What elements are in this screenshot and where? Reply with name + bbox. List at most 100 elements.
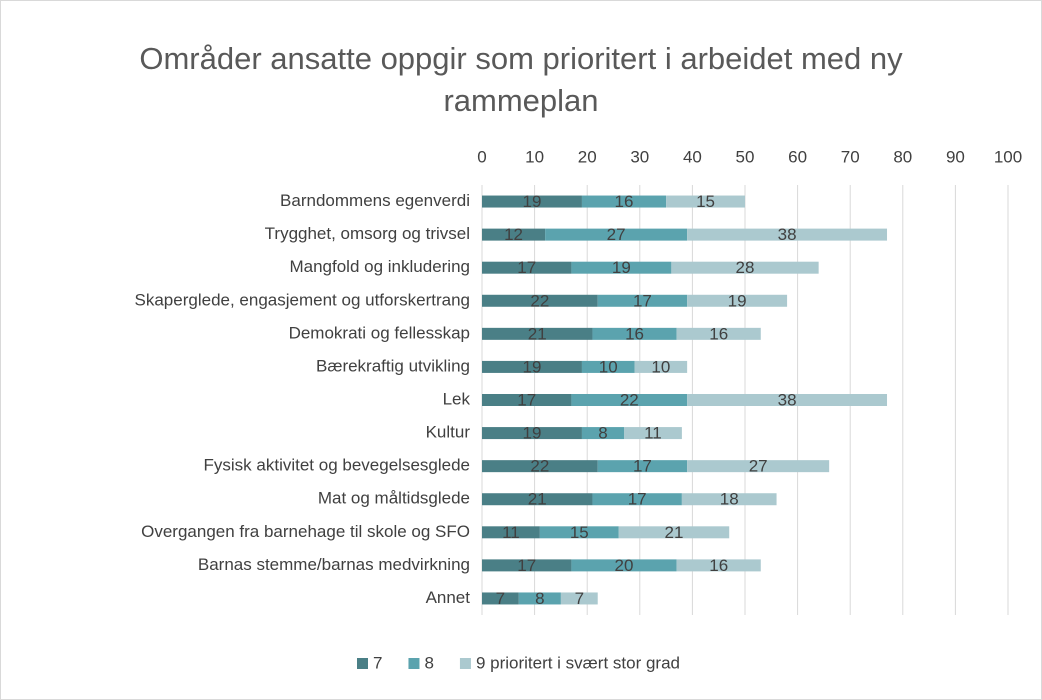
bar-segment xyxy=(482,360,582,373)
y-tick-label: Skaperglede, engasjement og utforskertra… xyxy=(135,290,470,309)
x-tick-label: 80 xyxy=(893,147,912,166)
y-tick-label: Lek xyxy=(443,389,471,408)
data-label: 27 xyxy=(607,225,626,244)
x-tick-label: 40 xyxy=(683,147,702,166)
data-label: 16 xyxy=(709,324,728,343)
bar-segment xyxy=(581,360,635,373)
legend-swatch xyxy=(357,658,368,669)
bar-segment xyxy=(482,493,593,506)
data-label: 28 xyxy=(736,258,755,277)
y-tick-label: Fysisk aktivitet og bevegelsesglede xyxy=(204,456,470,475)
data-label: 27 xyxy=(749,457,768,476)
bar-segment xyxy=(518,592,561,605)
bar-segment xyxy=(539,526,619,539)
bar-segment xyxy=(676,559,761,572)
data-label: 20 xyxy=(615,556,634,575)
x-tick-label: 20 xyxy=(578,147,597,166)
bar-segment xyxy=(482,394,572,406)
x-tick-label: 0 xyxy=(477,147,486,166)
bar-segment xyxy=(482,559,572,572)
y-tick-label: Mangfold og inkludering xyxy=(289,257,470,276)
bar-segment xyxy=(618,526,730,539)
bar-segment xyxy=(671,261,819,274)
bar-segment xyxy=(482,427,582,440)
bar-segment xyxy=(482,294,598,307)
bar-segment xyxy=(581,427,625,440)
bar-segment xyxy=(687,460,830,473)
data-label: 17 xyxy=(628,490,647,509)
data-label: 19 xyxy=(728,291,747,310)
bar-segment xyxy=(592,493,682,506)
x-tick-label: 70 xyxy=(841,147,860,166)
data-label: 15 xyxy=(696,192,715,211)
data-label: 17 xyxy=(517,556,536,575)
data-label: 19 xyxy=(523,192,542,211)
y-tick-label: Barndommens egenverdi xyxy=(280,191,470,210)
bar-segment xyxy=(687,294,788,307)
data-label: 22 xyxy=(620,390,639,409)
x-tick-label: 50 xyxy=(736,147,755,166)
bar-segment xyxy=(592,327,677,340)
bar-segment xyxy=(571,394,688,406)
x-tick-label: 90 xyxy=(946,147,965,166)
data-label: 19 xyxy=(523,357,542,376)
data-label: 8 xyxy=(598,424,607,443)
data-label: 16 xyxy=(709,556,728,575)
bar-segment xyxy=(482,592,519,605)
data-label: 18 xyxy=(720,490,739,509)
x-tick-label: 100 xyxy=(994,147,1022,166)
data-label: 21 xyxy=(665,523,684,542)
data-label: 15 xyxy=(570,523,589,542)
data-label: 17 xyxy=(633,457,652,476)
data-label: 22 xyxy=(530,291,549,310)
bar-segment xyxy=(597,294,688,307)
x-tick-label: 30 xyxy=(630,147,649,166)
bar-segment xyxy=(482,526,540,539)
bar-segment xyxy=(545,228,688,241)
data-label: 10 xyxy=(599,357,618,376)
data-label: 21 xyxy=(528,324,547,343)
bar-segment xyxy=(571,261,672,274)
data-label: 38 xyxy=(778,390,797,409)
data-label: 17 xyxy=(633,291,652,310)
bar-segment xyxy=(482,261,572,274)
y-tick-label: Overgangen fra barnehage til skole og SF… xyxy=(141,522,470,541)
bar-segment xyxy=(581,195,667,208)
bar-segment xyxy=(482,460,598,473)
bar-segment xyxy=(482,327,593,340)
bar-segment xyxy=(482,228,546,241)
data-label: 19 xyxy=(612,258,631,277)
y-tick-label: Mat og måltidsglede xyxy=(318,489,470,508)
x-tick-label: 60 xyxy=(788,147,807,166)
y-tick-label: Annet xyxy=(426,588,471,607)
legend-swatch xyxy=(408,658,420,669)
bar-segment xyxy=(687,228,888,241)
legend-label: 7 xyxy=(373,653,382,672)
bar-segment xyxy=(681,493,777,506)
legend-swatch xyxy=(459,658,471,669)
bar-segment xyxy=(482,195,582,208)
bar-segment xyxy=(687,394,888,406)
y-tick-label: Barnas stemme/barnas medvirkning xyxy=(198,555,470,574)
data-label: 12 xyxy=(504,225,523,244)
data-label: 16 xyxy=(615,192,634,211)
data-label: 10 xyxy=(651,357,670,376)
bar-segment xyxy=(666,195,745,208)
data-label: 17 xyxy=(517,258,536,277)
data-label: 16 xyxy=(625,324,644,343)
data-label: 8 xyxy=(535,589,544,608)
y-tick-label: Bærekraftig utvikling xyxy=(316,356,470,375)
legend-label: 8 xyxy=(424,653,433,672)
y-tick-label: Trygghet, omsorg og trivsel xyxy=(265,224,470,243)
data-label: 22 xyxy=(530,457,549,476)
data-label: 11 xyxy=(502,523,520,542)
bar-segment xyxy=(597,460,688,473)
data-label: 7 xyxy=(575,589,584,608)
y-tick-label: Kultur xyxy=(426,423,471,442)
x-tick-label: 10 xyxy=(525,147,544,166)
bar-segment xyxy=(624,427,682,440)
data-label: 38 xyxy=(778,225,797,244)
bar-segment xyxy=(571,559,677,572)
